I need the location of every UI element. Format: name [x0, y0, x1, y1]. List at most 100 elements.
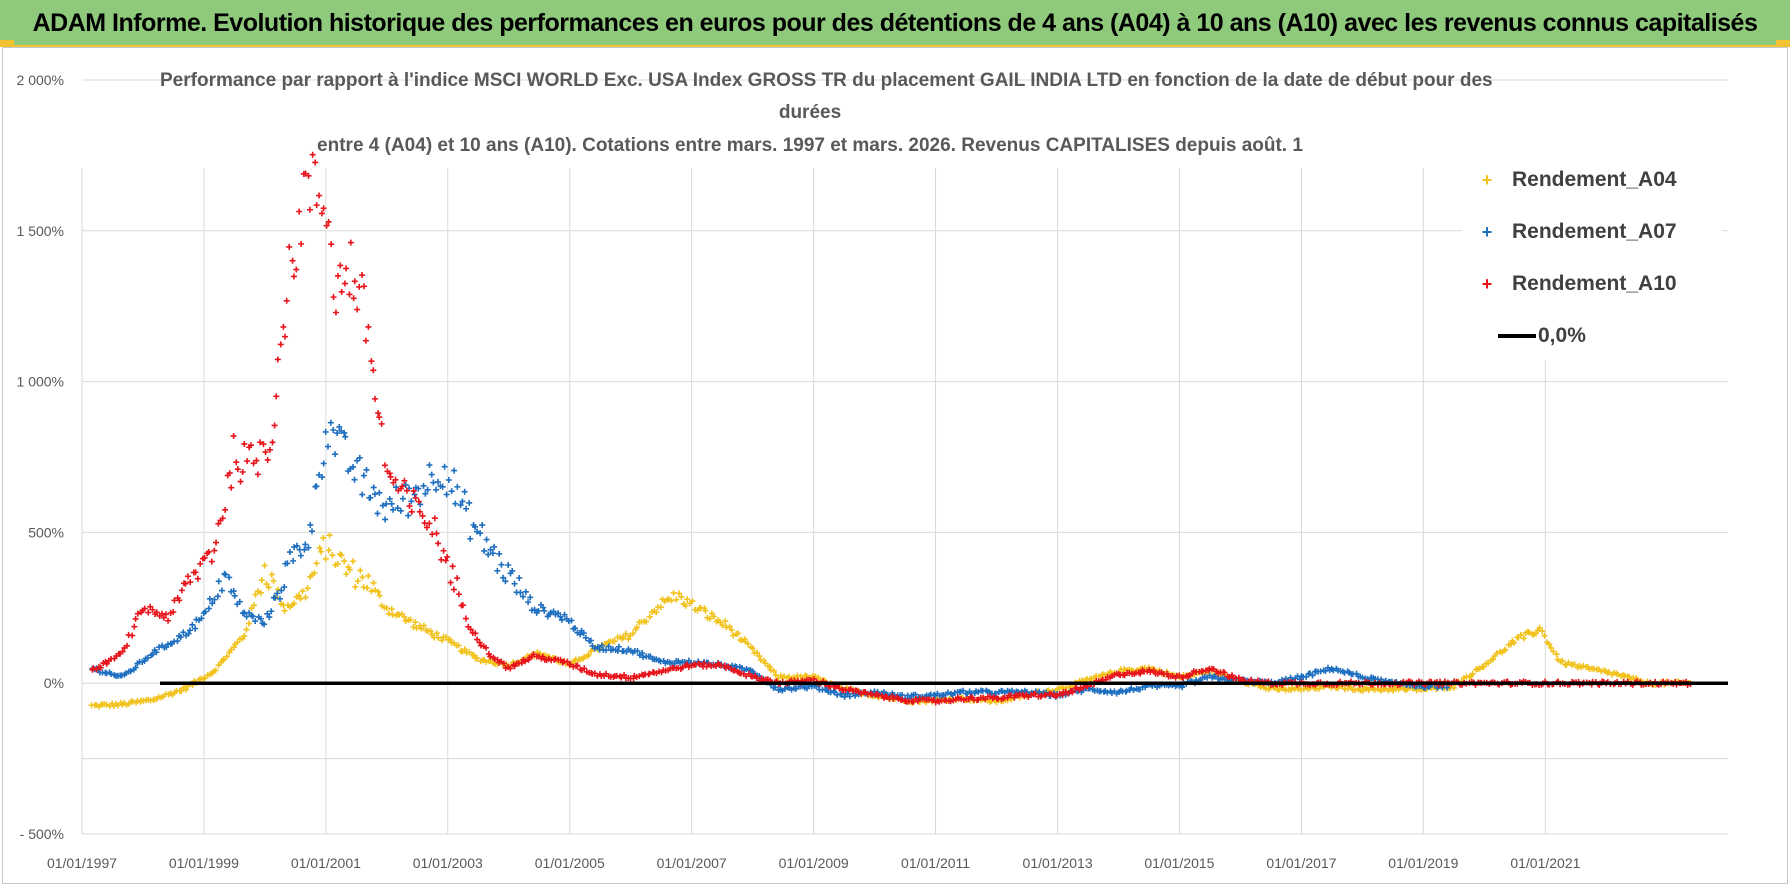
data-point-Rendement_A04: [178, 688, 185, 695]
data-point-Rendement_A10: [621, 671, 628, 678]
x-tick-label: 01/01/2019: [1388, 855, 1458, 871]
data-point-Rendement_A10: [429, 531, 436, 538]
data-point-Rendement_A10: [162, 611, 169, 618]
data-point-Rendement_A07: [214, 593, 221, 600]
data-point-Rendement_A10: [153, 609, 160, 616]
data-point-Rendement_A10: [423, 524, 430, 531]
data-point-Rendement_A07: [558, 616, 565, 623]
data-point-Rendement_A10: [320, 205, 327, 212]
data-point-Rendement_A10: [412, 495, 419, 502]
data-point-Rendement_A10: [347, 239, 354, 246]
data-point-Rendement_A07: [388, 500, 395, 507]
data-point-Rendement_A07: [415, 485, 422, 492]
data-point-Rendement_A07: [1443, 684, 1450, 691]
data-point-Rendement_A10: [368, 358, 375, 365]
data-point-Rendement_A07: [517, 589, 524, 596]
data-point-Rendement_A04: [689, 598, 696, 605]
data-point-Rendement_A04: [668, 597, 675, 604]
data-point-Rendement_A07: [308, 528, 315, 535]
data-point-Rendement_A07: [376, 489, 383, 496]
data-point-Rendement_A10: [696, 661, 703, 668]
data-point-Rendement_A10: [244, 458, 251, 465]
data-point-Rendement_A10: [316, 192, 323, 199]
data-point-Rendement_A10: [215, 520, 222, 527]
data-point-Rendement_A10: [241, 440, 248, 447]
data-point-Rendement_A10: [296, 208, 303, 215]
data-point-Rendement_A04: [676, 590, 683, 597]
data-point-Rendement_A07: [498, 561, 505, 568]
data-point-Rendement_A10: [462, 615, 469, 622]
data-point-Rendement_A07: [426, 462, 433, 469]
data-point-Rendement_A10: [1137, 670, 1144, 677]
data-point-Rendement_A04: [710, 613, 717, 620]
data-point-Rendement_A04: [357, 567, 364, 574]
data-point-Rendement_A07: [268, 608, 275, 615]
data-point-Rendement_A04: [702, 607, 709, 614]
data-point-Rendement_A04: [372, 587, 379, 594]
data-point-Rendement_A10: [447, 579, 454, 586]
data-point-Rendement_A04: [297, 595, 304, 602]
data-point-Rendement_A04: [682, 602, 689, 609]
data-point-Rendement_A04: [325, 547, 332, 554]
data-point-Rendement_A10: [354, 306, 361, 313]
banner-corner-left: [0, 40, 14, 47]
data-point-Rendement_A04: [322, 555, 329, 562]
data-point-Rendement_A07: [535, 607, 542, 614]
data-point-Rendement_A10: [290, 273, 297, 280]
data-point-Rendement_A10: [306, 206, 313, 213]
data-point-Rendement_A04: [684, 596, 691, 603]
data-point-Rendement_A07: [433, 486, 440, 493]
data-point-Rendement_A04: [633, 624, 640, 631]
data-point-Rendement_A10: [197, 560, 204, 567]
data-point-Rendement_A10: [476, 639, 483, 646]
data-point-Rendement_A10: [382, 462, 389, 469]
data-point-Rendement_A04: [438, 637, 445, 644]
data-point-Rendement_A07: [264, 610, 271, 617]
data-point-Rendement_A04: [1352, 687, 1359, 694]
chart-frame: [2, 47, 1788, 884]
data-point-Rendement_A10: [237, 478, 244, 485]
data-point-Rendement_A04: [474, 655, 481, 662]
data-point-Rendement_A07: [457, 502, 464, 509]
legend-marker-a04: +: [1481, 169, 1493, 190]
x-tick-label: 01/01/2021: [1510, 855, 1580, 871]
data-point-Rendement_A10: [472, 630, 479, 637]
data-point-Rendement_A04: [1571, 661, 1578, 668]
data-point-Rendement_A04: [418, 625, 425, 632]
data-point-Rendement_A07: [772, 684, 779, 691]
data-point-Rendement_A10: [507, 665, 514, 672]
data-point-Rendement_A07: [320, 460, 327, 467]
data-point-Rendement_A04: [410, 624, 417, 631]
data-point-Rendement_A07: [215, 578, 222, 585]
data-point-Rendement_A07: [522, 588, 529, 595]
data-point-Rendement_A10: [1042, 691, 1049, 698]
data-point-Rendement_A07: [472, 523, 479, 530]
data-point-Rendement_A07: [489, 550, 496, 557]
data-point-Rendement_A07: [132, 664, 139, 671]
data-point-Rendement_A10: [334, 272, 341, 279]
data-point-Rendement_A07: [555, 610, 562, 617]
data-point-Rendement_A10: [431, 515, 438, 522]
data-point-Rendement_A07: [473, 528, 480, 535]
data-point-Rendement_A04: [435, 634, 442, 641]
data-point-Rendement_A10: [455, 591, 462, 598]
data-point-Rendement_A07: [330, 426, 337, 433]
data-point-Rendement_A07: [301, 546, 308, 553]
data-point-Rendement_A07: [960, 687, 967, 694]
data-point-Rendement_A04: [653, 609, 660, 616]
data-point-Rendement_A04: [343, 571, 350, 578]
data-point-Rendement_A10: [361, 283, 368, 290]
data-point-Rendement_A04: [726, 623, 733, 630]
data-point-Rendement_A07: [319, 474, 326, 481]
data-point-Rendement_A07: [297, 552, 304, 559]
data-point-Rendement_A04: [365, 572, 372, 579]
data-point-Rendement_A04: [625, 636, 632, 643]
data-point-Rendement_A10: [450, 586, 457, 593]
data-point-Rendement_A07: [424, 486, 431, 493]
data-point-Rendement_A07: [422, 490, 429, 497]
data-point-Rendement_A04: [1536, 624, 1543, 631]
data-point-Rendement_A04: [1501, 647, 1508, 654]
data-point-Rendement_A04: [401, 613, 408, 620]
data-point-Rendement_A10: [408, 508, 415, 515]
data-point-Rendement_A07: [374, 510, 381, 517]
